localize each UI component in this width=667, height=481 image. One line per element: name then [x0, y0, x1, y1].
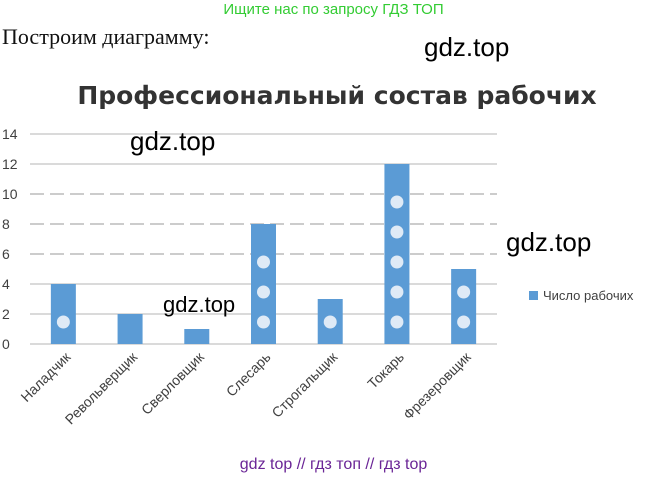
bar-3 [184, 329, 210, 344]
footer-watermark: gdz top // гдз топ // гдз top [239, 456, 428, 473]
x-category-label: Строгальщик [268, 348, 340, 420]
y-tick-label-14: 14 [2, 126, 18, 142]
y-tick-label-6: 6 [2, 246, 10, 262]
bar-dot [390, 315, 404, 329]
x-category-label: Слесарь [223, 349, 274, 400]
bar-dot [257, 255, 270, 269]
y-tick-label-12: 12 [2, 156, 18, 172]
bar-dot [390, 195, 404, 209]
chart-title: Профессиональный состав рабочих [77, 81, 596, 110]
x-category-label: Токарь [364, 349, 407, 392]
x-category-label: Сверловщик [138, 348, 208, 418]
bar-dot [390, 255, 404, 269]
bar-7 [451, 269, 477, 344]
intro-text: Построим диаграмму: [2, 24, 210, 49]
x-category-label: Фрезеровщик [400, 348, 474, 422]
bar-dot [457, 285, 471, 299]
legend-swatch [529, 291, 538, 300]
y-tick-label-2: 2 [2, 306, 10, 322]
legend-label: Число рабочих [543, 288, 634, 303]
bar-dot [390, 285, 404, 299]
top-banner: Ищите нас по запросу ГДЗ ТОП [223, 1, 444, 18]
bar-dot [257, 285, 270, 299]
x-category-label: Наладчик [17, 348, 74, 405]
bar-6 [384, 164, 410, 344]
bar-dot [323, 315, 337, 329]
watermark-3: gdz.top [506, 227, 592, 257]
y-tick-label-0: 0 [2, 336, 10, 352]
watermark-1: gdz.top [424, 32, 510, 62]
bar-dot [457, 315, 471, 329]
bar-dot [390, 225, 404, 239]
watermark-4: gdz.top [163, 292, 236, 317]
y-tick-label-8: 8 [2, 216, 10, 232]
y-tick-label-10: 10 [2, 186, 18, 202]
bar-2 [117, 314, 143, 344]
y-axis-ticks: 0 2 4 6 8 10 12 14 [2, 126, 18, 352]
bar-dot [257, 315, 270, 329]
watermark-2: gdz.top [130, 126, 216, 156]
chart-bars [50, 164, 477, 344]
bar-dot [56, 315, 70, 329]
x-category-label: Револьверщик [62, 348, 141, 427]
y-tick-label-4: 4 [2, 276, 10, 292]
chart-legend: Число рабочих [529, 288, 634, 303]
bar-1 [50, 284, 76, 344]
